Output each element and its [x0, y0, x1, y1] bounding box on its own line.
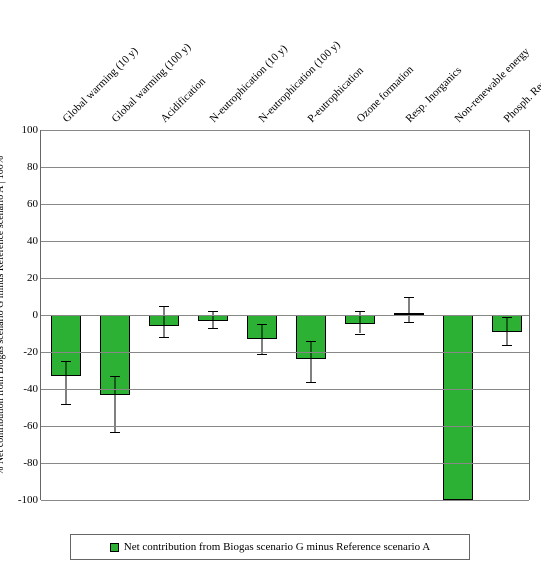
- gridline: [41, 278, 529, 279]
- y-tick-label: -20: [23, 346, 38, 358]
- error-bar: [114, 376, 115, 432]
- error-bar: [408, 297, 409, 323]
- error-bar-cap: [208, 311, 218, 312]
- bar: [443, 315, 473, 500]
- y-tick-label: -80: [23, 457, 38, 469]
- y-tick-label: 20: [27, 272, 38, 284]
- legend-swatch: [110, 543, 119, 552]
- error-bar: [261, 324, 262, 354]
- x-tick-label: Acidification: [158, 75, 208, 125]
- error-bar: [65, 361, 66, 404]
- error-bar-cap: [306, 382, 316, 383]
- x-tick-label: N-eutrophication (100 y): [256, 39, 342, 125]
- error-bar-cap: [208, 328, 218, 329]
- error-bar-cap: [61, 361, 71, 362]
- error-bar-cap: [404, 322, 414, 323]
- y-tick-label: -60: [23, 420, 38, 432]
- chart-container: % Net contribution from Biogas scenario …: [0, 0, 541, 578]
- error-bar-cap: [257, 354, 267, 355]
- legend-label: Net contribution from Biogas scenario G …: [124, 541, 430, 553]
- error-bar-cap: [502, 317, 512, 318]
- error-bar: [310, 341, 311, 382]
- y-tick-label: 40: [27, 235, 38, 247]
- y-tick-label: 80: [27, 161, 38, 173]
- y-axis: 100806040200-20-40-60-80-100: [0, 130, 40, 500]
- gridline: [41, 167, 529, 168]
- error-bar-cap: [306, 341, 316, 342]
- error-bar-cap: [355, 334, 365, 335]
- error-bar-cap: [110, 376, 120, 377]
- error-bar-cap: [502, 345, 512, 346]
- x-axis-labels: Global warming (10 y)Global warming (100…: [50, 0, 530, 130]
- gridline: [41, 463, 529, 464]
- gridline: [41, 426, 529, 427]
- y-tick-label: -40: [23, 383, 38, 395]
- gridline: [41, 352, 529, 353]
- gridline: [41, 500, 529, 501]
- gridline: [41, 315, 529, 316]
- error-bar-cap: [61, 404, 71, 405]
- error-bar-cap: [159, 337, 169, 338]
- y-tick-label: 0: [33, 309, 39, 321]
- plot-area: [40, 130, 530, 500]
- error-bar: [506, 317, 507, 345]
- error-bar-cap: [257, 324, 267, 325]
- error-bar-cap: [404, 297, 414, 298]
- y-tick-label: -100: [18, 494, 38, 506]
- gridline: [41, 241, 529, 242]
- legend: Net contribution from Biogas scenario G …: [70, 534, 470, 560]
- y-tick-label: 100: [22, 124, 39, 136]
- error-bar: [163, 306, 164, 337]
- y-tick-label: 60: [27, 198, 38, 210]
- error-bar-cap: [159, 306, 169, 307]
- error-bar-cap: [110, 432, 120, 433]
- gridline: [41, 204, 529, 205]
- gridline: [41, 389, 529, 390]
- gridline: [41, 130, 529, 131]
- error-bar-cap: [355, 311, 365, 312]
- error-bar: [212, 311, 213, 328]
